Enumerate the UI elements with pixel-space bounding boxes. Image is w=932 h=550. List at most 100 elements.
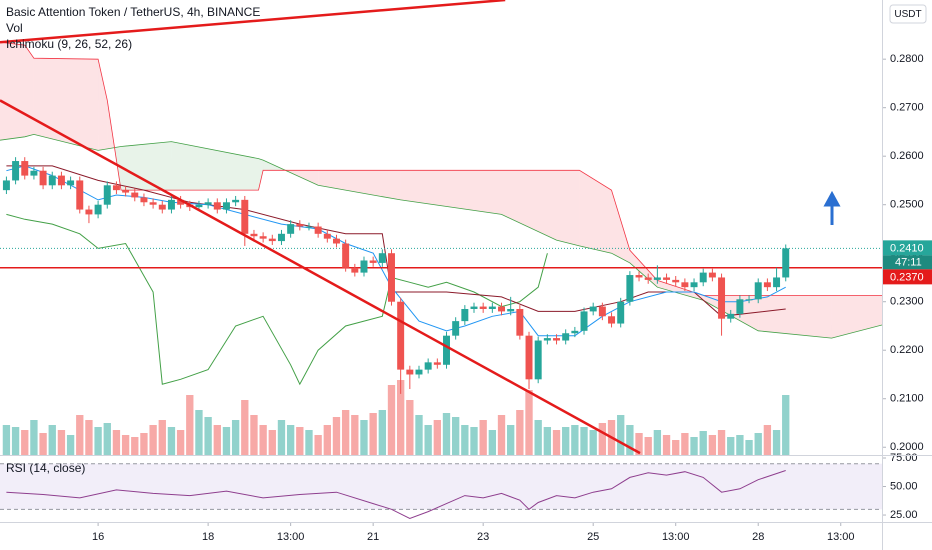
candle-body (103, 185, 111, 205)
volume-bar (442, 413, 451, 455)
candle-body (415, 369, 423, 375)
volume-bar (213, 425, 221, 455)
lagging-span (6, 213, 548, 386)
candle-body (681, 282, 689, 288)
rsi-pane (0, 463, 882, 520)
rsi-tick-label: 50.00 (890, 480, 918, 492)
candle-body (67, 180, 75, 186)
candle-body (204, 202, 212, 205)
x-tick-label: 23 (477, 531, 489, 543)
volume-bar (76, 415, 84, 455)
candle-body (259, 236, 267, 239)
y-tick-label: 0.2600 (890, 150, 924, 162)
rsi-line (6, 470, 786, 520)
candle-body (534, 340, 542, 380)
volume-bar (277, 420, 286, 455)
cloud-fill (24, 45, 34, 137)
y-tick-label: 0.2700 (890, 102, 924, 114)
y-tick-label: 0.2200 (890, 344, 924, 356)
candle-body (397, 301, 405, 370)
candle-body (268, 238, 276, 242)
trend-line (0, 0, 506, 44)
countdown-box (883, 255, 932, 270)
volume-bar (672, 440, 680, 455)
candle-body (94, 204, 102, 215)
volume-bar (39, 433, 47, 455)
cloud-fill (579, 170, 612, 254)
candle-body (39, 170, 47, 186)
candle-body (763, 282, 771, 288)
volume-bar (250, 415, 258, 455)
level-price-label: 0.2370 (890, 271, 924, 283)
volume-bar (21, 430, 29, 455)
candle-body (754, 282, 762, 300)
candle-body (131, 192, 139, 198)
volume-bar (708, 435, 717, 455)
candle-body (699, 272, 707, 283)
cloud-span-b (0, 41, 882, 296)
candle-body (553, 338, 561, 341)
cloud-fill (318, 170, 401, 200)
volume-bar (332, 417, 341, 455)
candle-body (296, 224, 304, 227)
candle-body (424, 362, 432, 370)
volume-bar (717, 430, 726, 455)
volume-bar (186, 395, 194, 455)
rsi-band (0, 463, 882, 510)
volume-bar (341, 410, 350, 455)
volume-bar (635, 433, 643, 455)
volume-bar (305, 430, 313, 455)
candle-body (277, 233, 285, 242)
y-tick-label: 0.2500 (890, 199, 924, 211)
candle-body (158, 204, 166, 210)
volume-bar (727, 437, 735, 455)
volume-bar (158, 420, 166, 455)
candle-body (351, 267, 359, 273)
candle-body (250, 233, 258, 237)
candle-body (663, 277, 671, 280)
cloud-fill (611, 190, 630, 263)
y-tick-label: 0.2000 (890, 441, 924, 453)
volume-bar (94, 427, 102, 455)
volume-bar (415, 415, 423, 455)
conversion-line (6, 165, 786, 337)
volume-bar (378, 410, 386, 455)
candle-body (222, 202, 230, 210)
cloud-span-a (0, 133, 882, 339)
cloud-fill (121, 141, 172, 191)
volume-bar (571, 425, 579, 455)
candle-body (140, 197, 148, 203)
candle-body (608, 316, 616, 324)
candle-body (635, 275, 643, 278)
cloud-fill (501, 170, 557, 241)
volume-bar (433, 420, 441, 455)
candle-body (433, 362, 441, 365)
cloud-fill (831, 295, 882, 339)
volume-bar (644, 437, 652, 455)
volume-bar (241, 400, 249, 455)
volume-bar (452, 417, 460, 455)
candle-body (617, 301, 625, 324)
cloud-fill (556, 170, 580, 246)
volume-bar (772, 430, 781, 455)
volume-bar (617, 415, 625, 455)
candle-body (406, 369, 414, 375)
volume-bar (507, 425, 515, 455)
candle-body (672, 279, 680, 283)
candle-body (21, 161, 29, 176)
x-tick-label: 25 (587, 531, 599, 543)
candle-body (626, 275, 634, 302)
volume-bar (396, 380, 405, 455)
volume-bar (259, 425, 267, 455)
volume-bar (543, 427, 552, 455)
volume-bar (589, 430, 597, 455)
candle-body (690, 282, 698, 288)
volume-bar (580, 427, 588, 455)
cloud-fill (758, 295, 832, 339)
volume-bar (30, 420, 38, 455)
cloud-fill (171, 141, 259, 191)
candle-body (470, 306, 478, 309)
volume-bar (11, 427, 20, 455)
volume-bar (488, 430, 497, 455)
candle-body (232, 199, 240, 203)
